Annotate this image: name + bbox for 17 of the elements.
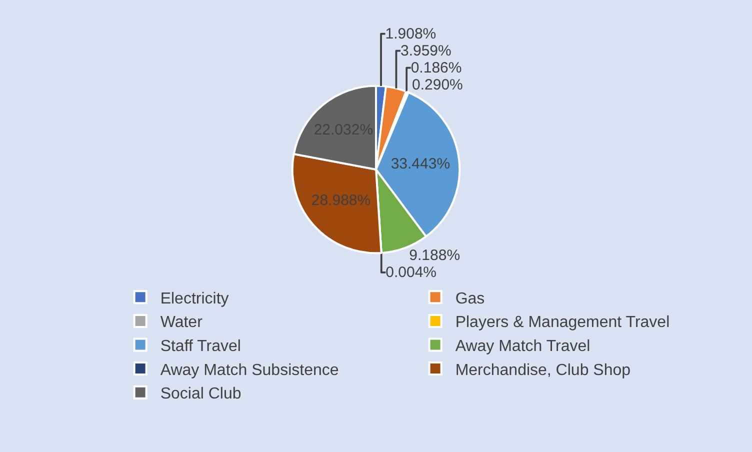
legend-label: Water bbox=[160, 314, 204, 332]
data-label: 3.959% bbox=[400, 42, 452, 60]
data-label: 33.443% bbox=[390, 156, 450, 173]
legend-label: Away Match Subsistence bbox=[160, 362, 339, 379]
data-label: 0.004% bbox=[386, 264, 436, 281]
data-label: 0.186% bbox=[410, 59, 462, 76]
legend-label: Electricity bbox=[160, 290, 229, 308]
legend-label: Merchandise, Club Shop bbox=[455, 362, 631, 379]
legend-label: Gas bbox=[455, 290, 485, 308]
data-label: 9.188% bbox=[409, 246, 460, 264]
legend-label: Staff Travel bbox=[160, 338, 241, 355]
data-label: 1.908% bbox=[385, 25, 436, 42]
legend-label: Players & Management Travel bbox=[455, 314, 670, 332]
legend-label: Social Club bbox=[160, 386, 242, 403]
data-label: 28.988% bbox=[311, 192, 371, 209]
legend-label: Away Match Travel bbox=[455, 338, 590, 355]
data-label: 0.290% bbox=[412, 76, 463, 94]
